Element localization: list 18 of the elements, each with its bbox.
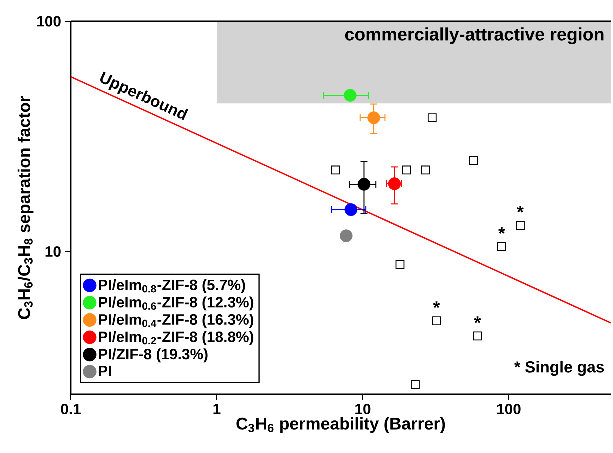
x-tick-label: 100 bbox=[497, 404, 521, 415]
annotation: * Single gas bbox=[514, 361, 604, 376]
annotation: * bbox=[474, 316, 482, 324]
text: C$_{3}$H$_{6}$/C$_{3}$H$_{8}$ separation factor bbox=[18, 96, 34, 320]
x-axis-title: C$_{3}$H$_{6}$ permeability (Barrer) bbox=[236, 417, 446, 434]
x-tick-label: 0.1 bbox=[61, 404, 81, 415]
x-tick-label: 1 bbox=[214, 404, 221, 414]
legend-label: PI/eIm$_{0.6}$-ZIF-8 (12.3%) bbox=[99, 296, 254, 311]
x-tick-label: 10 bbox=[356, 404, 371, 415]
annotation: * bbox=[498, 227, 506, 234]
legend-label: PI/eIm$_{0.4}$-ZIF-8 (16.3%) bbox=[99, 314, 254, 328]
legend-label: PI/eIm$_{0.8}$-ZIF-8 (5.7%) bbox=[99, 279, 246, 294]
legend-label: PI/eIm$_{0.2}$-ZIF-8 (18.8%) bbox=[99, 331, 254, 346]
annotation: * bbox=[433, 302, 440, 308]
legend-label: PI bbox=[99, 366, 112, 376]
band-label: commercially-attractive region bbox=[345, 28, 604, 44]
annotation: * bbox=[517, 206, 524, 213]
legend-label: PI/ZIF-8 (19.3%) bbox=[99, 348, 208, 363]
